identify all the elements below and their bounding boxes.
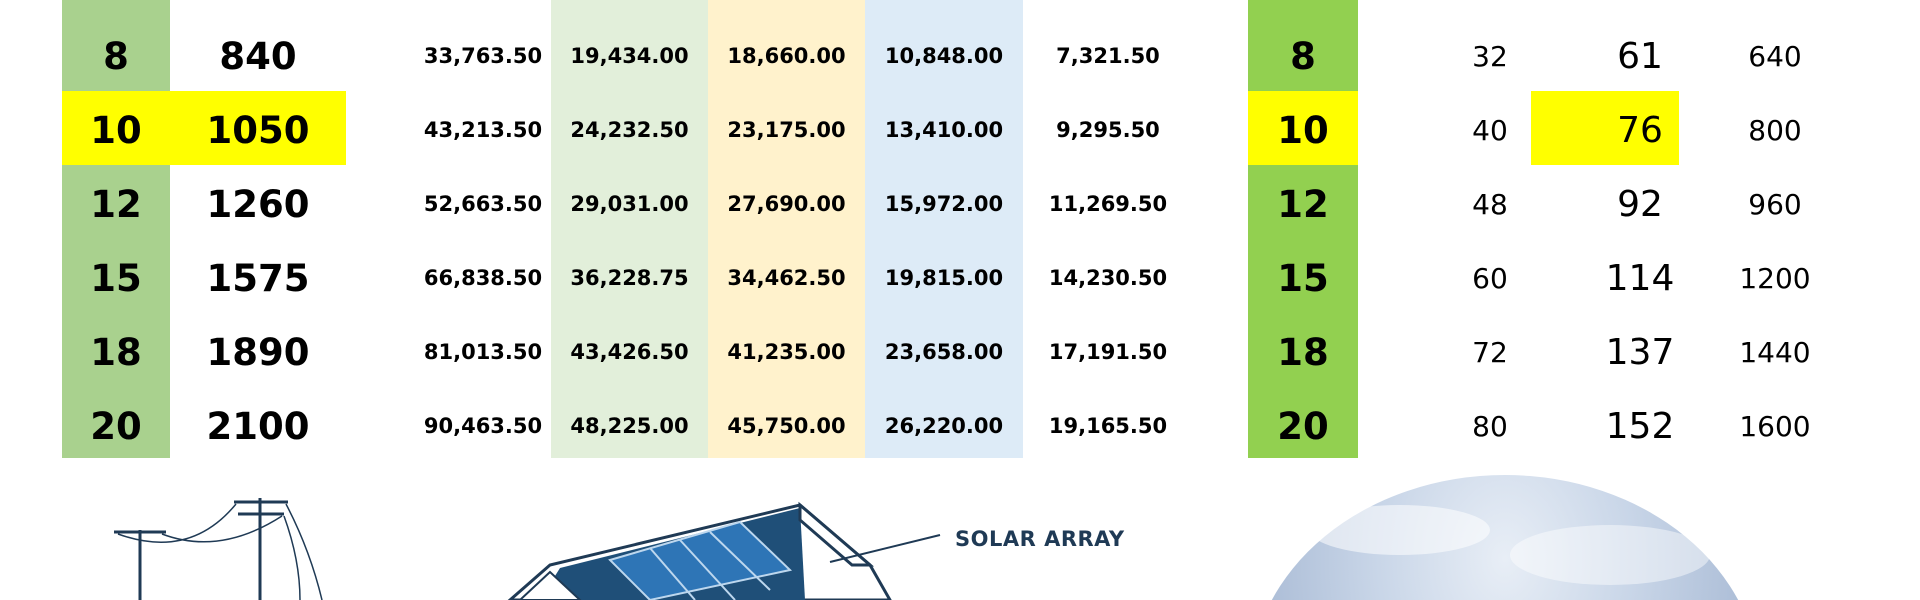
table-cell-p1: 32 (1472, 39, 1508, 73)
table-cell-p1: 40 (1472, 113, 1508, 147)
green-column-band (551, 0, 708, 458)
table-cell-p3: 1200 (1739, 261, 1811, 295)
table-cell-c2: 36,228.75 (570, 266, 689, 290)
power-lines-illustration (114, 498, 323, 600)
table-cell-p1: 72 (1472, 335, 1508, 369)
table-cell-c4: 26,220.00 (884, 414, 1004, 438)
table-cell-c2: 19,434.00 (570, 44, 689, 68)
table-cell-p3: 800 (1748, 113, 1802, 147)
table-cell-p3: 1440 (1739, 335, 1811, 369)
table-cell-c5: 9,295.50 (1056, 118, 1160, 142)
table-cell-p1: 48 (1472, 187, 1508, 221)
table-cell-kw2: 10 (1277, 108, 1329, 152)
table-cell-kw2: 20 (1277, 404, 1329, 448)
table-cell-c4: 13,410.00 (884, 118, 1004, 142)
table-cell-c1: 33,763.50 (423, 44, 543, 68)
kw-column-band-left (62, 0, 170, 458)
table-cell-kw2: 8 (1290, 34, 1316, 78)
highlight-row-10-left (62, 91, 346, 165)
table-cell-watts: 1260 (206, 182, 310, 226)
table-cell-c3: 27,690.00 (727, 192, 846, 216)
table-cell-c3: 41,235.00 (727, 340, 846, 364)
table-cell-c4: 10,848.00 (884, 44, 1004, 68)
table-cell-p2: 152 (1605, 405, 1675, 447)
table-cell-c2: 24,232.50 (570, 118, 689, 142)
table-cell-p1: 80 (1472, 409, 1508, 443)
kw-column-band-right (1248, 0, 1358, 458)
table-cell-c5: 19,165.50 (1048, 414, 1168, 438)
highlight-row-10-panel (1531, 91, 1679, 165)
highlight-row-10-right-kw (1248, 91, 1358, 165)
table-cell-p3: 960 (1748, 187, 1802, 221)
table-cell-c4: 23,658.00 (884, 340, 1004, 364)
blue-column-band (865, 0, 1023, 458)
table-cell-kw: 10 (90, 108, 142, 152)
table-cell-c3: 34,462.50 (727, 266, 846, 290)
table-cell-kw: 20 (90, 404, 142, 448)
house-solar-illustration (507, 501, 941, 600)
table-cell-watts: 1575 (206, 256, 310, 300)
table-cell-p2: 137 (1605, 331, 1675, 373)
table-cell-kw: 8 (103, 34, 129, 78)
table-cell-c1: 90,463.50 (423, 414, 543, 438)
table-cell-p2: 76 (1617, 109, 1663, 151)
table-cell-c1: 52,663.50 (423, 192, 543, 216)
sky-photo (1250, 475, 1760, 600)
table-cell-c1: 66,838.50 (423, 266, 543, 290)
table-cell-p2: 61 (1617, 35, 1663, 77)
table-cell-c3: 18,660.00 (727, 44, 846, 68)
table-cell-c2: 48,225.00 (570, 414, 689, 438)
table-cell-kw: 12 (90, 182, 142, 226)
table-cell-watts: 1890 (206, 330, 310, 374)
table-cell-p2: 114 (1605, 257, 1675, 299)
beige-column-band (708, 0, 865, 458)
table-cell-kw2: 12 (1277, 182, 1329, 226)
table-cell-c1: 43,213.50 (423, 118, 543, 142)
table-cell-c2: 43,426.50 (570, 340, 689, 364)
table-cell-kw2: 15 (1277, 256, 1329, 300)
table-cell-c1: 81,013.50 (423, 340, 543, 364)
solar-array-label: SOLAR ARRAY (955, 527, 1125, 551)
table-cell-c3: 45,750.00 (727, 414, 846, 438)
table-cell-c4: 19,815.00 (884, 266, 1004, 290)
table-cell-c4: 15,972.00 (884, 192, 1004, 216)
table-cell-c5: 17,191.50 (1048, 340, 1168, 364)
table-cell-watts: 2100 (206, 404, 310, 448)
table-cell-p2: 92 (1617, 183, 1663, 225)
table-cell-c2: 29,031.00 (570, 192, 689, 216)
table-cell-watts: 1050 (206, 108, 310, 152)
table-cell-kw: 18 (90, 330, 142, 374)
table-cell-kw2: 18 (1277, 330, 1329, 374)
table-cell-watts: 840 (219, 34, 297, 78)
table-cell-c5: 14,230.50 (1048, 266, 1168, 290)
table-cell-c3: 23,175.00 (727, 118, 846, 142)
table-cell-kw: 15 (90, 256, 142, 300)
table-cell-c5: 11,269.50 (1048, 192, 1168, 216)
table-cell-p3: 640 (1748, 39, 1802, 73)
table-cell-p3: 1600 (1739, 409, 1811, 443)
table-cell-c5: 7,321.50 (1056, 44, 1160, 68)
table-cell-p1: 60 (1472, 261, 1508, 295)
